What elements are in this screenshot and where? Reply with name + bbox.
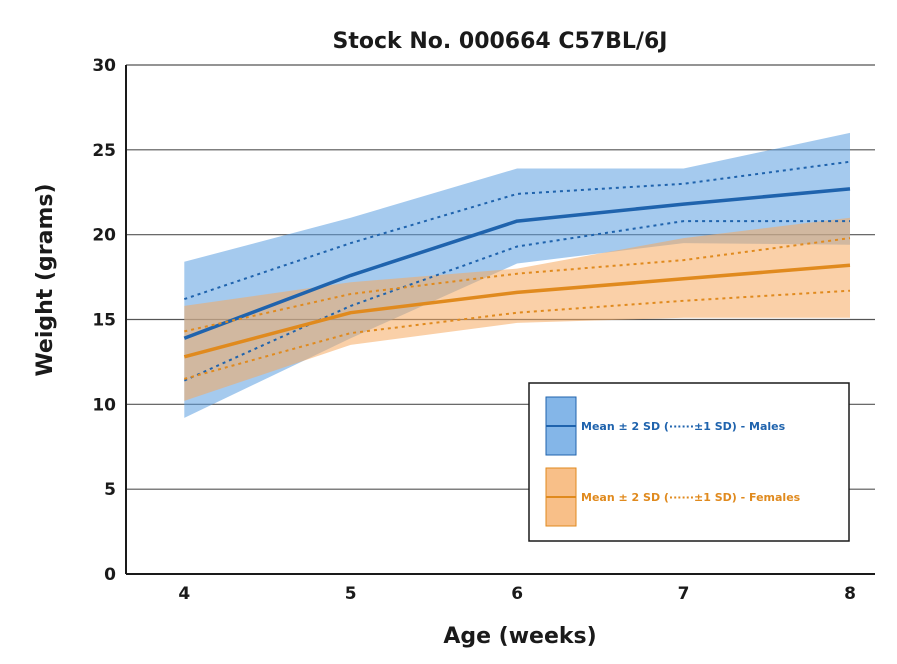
legend-label-males: Mean ± 2 SD (······±1 SD) - Males (581, 420, 786, 433)
y-tick-label: 10 (92, 395, 116, 415)
sd1-upper-line-females (184, 237, 851, 333)
y-tick-label: 5 (104, 480, 116, 500)
x-tick-label: 7 (678, 584, 690, 604)
y-tick-label: 15 (92, 311, 116, 331)
series-lines (183, 160, 851, 382)
x-tick-label: 5 (345, 584, 357, 604)
ticks: 0 5 10 15 20 25 30 4 5 6 7 8 (92, 56, 856, 604)
sd1-lower-line-females (184, 289, 851, 380)
sd2-band-females (184, 217, 851, 401)
x-axis-label: Age (weeks) (443, 624, 596, 649)
y-tick-label: 0 (104, 565, 116, 585)
y-tick-label: 20 (92, 226, 116, 246)
legend-box (528, 382, 850, 542)
chart-title: Stock No. 000664 C57BL/6J (333, 29, 668, 54)
legend: Mean ± 2 SD (······±1 SD) - Males Mean ±… (528, 382, 850, 542)
y-axis-label: Weight (grams) (33, 183, 58, 376)
y-tick-label: 25 (92, 141, 116, 161)
y-tick-label: 30 (92, 56, 116, 76)
sd1-lower-line-males (183, 220, 850, 382)
mean-line-females (183, 263, 851, 359)
mean-line-males (183, 187, 851, 340)
x-tick-label: 8 (844, 584, 856, 604)
x-tick-label: 6 (511, 584, 523, 604)
axes (125, 65, 875, 575)
legend-label-females: Mean ± 2 SD (······±1 SD) - Females (581, 491, 801, 504)
x-tick-label: 4 (178, 584, 190, 604)
